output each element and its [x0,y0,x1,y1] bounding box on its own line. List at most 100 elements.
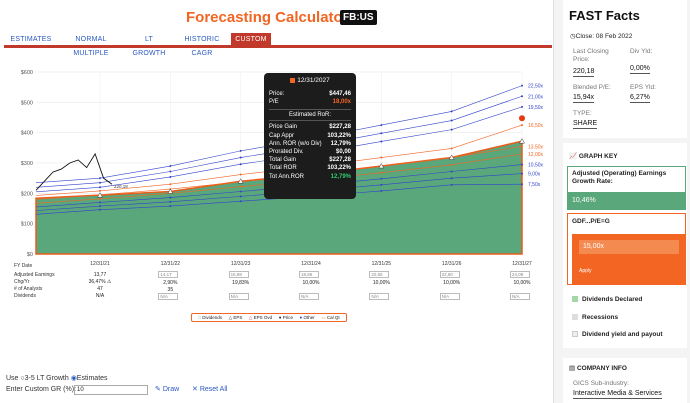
chg-cell: 10,00% [302,280,320,286]
dividends-input[interactable]: N/A [299,293,319,300]
tooltip-row-value: 103,22% [327,132,351,139]
earnings-input[interactable]: 20,55 [369,271,390,278]
custom-gr-input[interactable]: 10 [74,385,148,395]
chg-cell: 10,00% [513,280,531,286]
tab-custom[interactable]: CUSTOM [231,33,271,47]
pe-series-point [99,181,101,184]
analysts-cell: 47 [97,286,103,292]
pe-series-point [450,170,453,173]
tooltip-row-value: 103,22% [327,165,351,172]
dividends-input[interactable]: N/A [439,293,460,300]
legend-dividends[interactable]: □ Dividends [198,315,223,320]
dividends-input[interactable]: N/A [510,293,530,300]
row-label-earnings: Adjusted Earnings [14,272,55,278]
type-label: TYPE: [573,110,592,117]
pe-series-point [239,149,242,152]
pe-series-point [239,163,242,166]
legend-price[interactable]: ● Price [278,315,293,320]
row-label-analysts: # of Analysts [14,286,43,292]
x-tick-label: 12/31/26 [442,261,462,267]
gdf-pe-select[interactable]: 15,00x [579,240,679,254]
toggle-recessions[interactable]: Recessions [572,314,618,321]
legend-other[interactable]: ● Other [299,315,315,320]
dividends-input[interactable]: N/A [228,293,249,300]
fy-date-label: FY Date [14,263,33,269]
pencil-icon: ✎ [155,386,161,393]
earnings-input[interactable]: 18,86 [299,271,319,278]
dividends-input[interactable]: N/A [158,293,179,300]
tab-lt-growth[interactable]: LT GROWTH [132,36,166,57]
page-title: Forecasting Calculators [186,9,357,26]
tooltip-row-label: Tot Ann.ROR [269,173,305,180]
graph-key-header: 📈 GRAPH KEY [569,153,618,160]
dividends-cell: N/A [95,293,105,299]
earnings-input[interactable]: 24,09 [510,271,530,278]
earnings-input[interactable]: 14,17 [158,271,179,278]
growth-rate-value: 10,46% [568,192,685,210]
eps-yld-value: 6,27% [630,94,650,103]
y-tick-label: $200 [21,191,33,197]
chg-cell: 10,00% [443,280,461,286]
pe-series-point [239,200,242,203]
pe-series-point [380,171,383,174]
tab-estimates[interactable]: ESTIMATES [10,36,52,43]
chg-cell: 2,90% [163,280,178,286]
growth-source-control: Use ○3-5 LT Growth ◉Estimates [6,374,108,382]
tooltip-price-label: Price: [269,91,285,97]
tab-normal-multiple[interactable]: NORMAL MULTIPLE [73,36,109,57]
last-closing-value: 220,18 [573,68,595,77]
company-info-card [563,358,687,403]
tooltip-row-label: Cap Appr [269,132,295,139]
legend-cal-qt[interactable]: ▭ Cal Qt [321,314,340,320]
dividends-input[interactable]: N/A [369,293,390,300]
draw-button[interactable]: ✎ Draw [155,386,180,393]
radio-lt-growth-label: 3-5 LT Growth [24,375,69,382]
eps-marker [519,138,525,144]
earnings-input[interactable]: 16,88 [228,271,249,278]
pe-series-point [521,163,523,166]
fast-facts-card [563,0,687,138]
toggle-dividends-declared[interactable]: Dividends Declared [572,296,642,303]
reset-all-button[interactable]: ✕ Reset All [192,386,228,393]
radio-estimates-label: Estimates [76,375,108,382]
pe-series-point [450,183,453,186]
pe-series-point [521,84,523,87]
pe-series-point [380,189,383,192]
toggle-div-yield-payout[interactable]: Dividend yield and payout [572,331,663,338]
apply-button[interactable]: Apply [579,268,592,274]
pe-series-point [521,105,523,108]
x-tick-label: 12/31/22 [161,261,181,267]
legend-eps-ovd[interactable]: △ EPS Ovd [248,314,273,320]
pe-series-point [169,205,172,208]
earnings-input[interactable]: 22,60 [439,271,460,278]
checkbox-icon [572,331,578,337]
chart-tooltip: 12/31/2027 Price: $447,46 P/E 18,00x Estim… [264,73,356,199]
div-yld-label: Div Yld: [630,48,653,55]
pe-series-label: 7,50x [528,182,541,188]
x-tick-label: 12/31/27 [512,261,532,267]
pe-series-point [380,156,383,159]
pe-series-point [450,110,453,113]
pe-series-label: 13,50x [528,144,544,150]
tab-historic-cagr[interactable]: HISTORIC CAGR [184,36,220,57]
legend-eps[interactable]: △ EPS [228,314,243,320]
last-closing-label: Last Closing Price: [573,48,609,63]
calculator-tabs: ESTIMATES NORMAL MULTIPLE LT GROWTH HIST… [4,33,552,57]
blended-pe-value: 15,94x [573,94,595,103]
tooltip-ror-header: Estimated RoR: [269,109,351,118]
pe-series-point [169,170,172,173]
chg-cell: 36,47% ⚠ [88,279,112,285]
fast-facts-title: FAST Facts [569,8,640,23]
pe-series-label: 16,50x [528,123,544,129]
pe-series-label: 21,00x [528,94,544,100]
x-tick-label: 12/31/25 [372,261,392,267]
type-value: SHARE [573,120,598,129]
radio-estimates[interactable]: ◉ [70,375,77,382]
pe-series-point [99,177,101,180]
tooltip-pe-value: 18,00x [332,99,351,106]
div-yld-value: 0,00% [630,65,650,74]
pe-series-point [99,186,101,189]
radio-lt-growth[interactable]: ○ [20,375,25,382]
pe-series-point [99,197,101,200]
pe-series-point [99,201,101,204]
